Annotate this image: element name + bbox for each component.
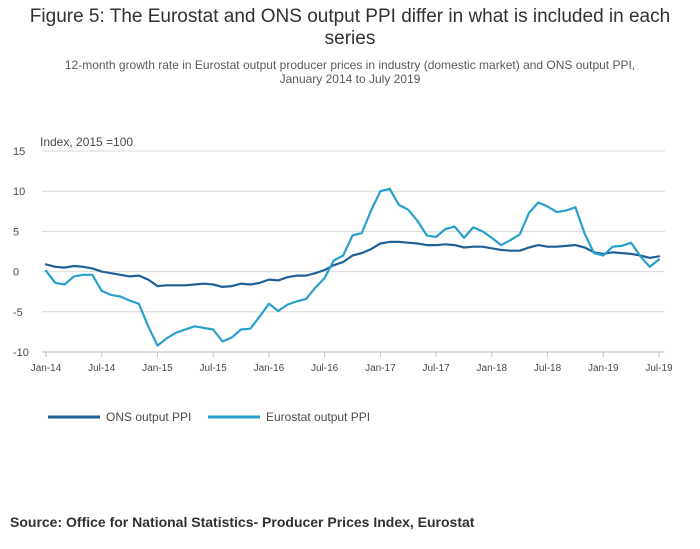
- x-tick-label: Jan-16: [254, 363, 285, 374]
- x-tick-label: Jan-15: [142, 363, 173, 374]
- y-tick-label: -10: [13, 347, 29, 359]
- y-tick-label: 0: [13, 267, 19, 279]
- x-tick-label: Jan-17: [365, 363, 396, 374]
- x-tick-label: Jul-14: [88, 363, 116, 374]
- x-tick-label: Jan-19: [588, 363, 619, 374]
- x-tick-label: Jul-18: [534, 363, 562, 374]
- x-tick-label: Jan-18: [477, 363, 508, 374]
- series-line-ons: [44, 240, 661, 288]
- series-line-eurostat: [44, 187, 661, 347]
- y-tick-label: 5: [13, 226, 19, 238]
- chart-subtitle-line-1: 12-month growth rate in Eurostat output …: [64, 58, 636, 72]
- x-tick-label: Jul-17: [422, 363, 450, 374]
- source-note: Source: Office for National Statistics- …: [10, 514, 475, 530]
- legend-label-ons: ONS output PPI: [106, 410, 191, 424]
- chart-title-line-1: Figure 5: The Eurostat and ONS output PP…: [29, 6, 671, 27]
- x-tick-label: Jul-15: [200, 363, 228, 374]
- legend-label-eurostat: Eurostat output PPI: [266, 410, 370, 424]
- chart-title: Figure 5: The Eurostat and ONS output PP…: [0, 6, 700, 50]
- x-tick-label: Jul-19: [645, 363, 673, 374]
- x-tick-label: Jul-16: [311, 363, 339, 374]
- y-tick-label: 10: [13, 186, 25, 198]
- y-tick-label: 15: [13, 146, 25, 158]
- chart-subtitle-line-2: January 2014 to July 2019: [279, 72, 421, 86]
- x-tick-label: Jan-14: [31, 363, 62, 374]
- y-axis-label: Index, 2015 =100: [40, 135, 133, 149]
- chart-title-line-2: series: [324, 28, 376, 49]
- y-tick-label: -5: [13, 307, 23, 319]
- chart-subtitle: 12-month growth rate in Eurostat output …: [0, 58, 700, 86]
